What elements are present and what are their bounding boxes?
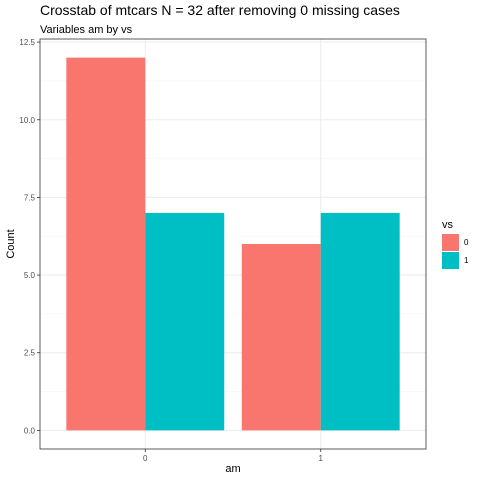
legend-key-0 [442, 234, 459, 251]
y-axis-title: Count [5, 229, 17, 258]
x-tick-label: 0 [143, 454, 148, 463]
y-tick-label: 10.0 [19, 116, 35, 125]
chart-title: Crosstab of mtcars N = 32 after removing… [40, 2, 400, 18]
legend-label-1: 1 [464, 256, 469, 265]
x-tick-label: 1 [319, 454, 324, 463]
bar-am-0-vs-1 [145, 212, 225, 431]
y-tick-label: 5.0 [24, 271, 36, 280]
y-tick-label: 2.5 [24, 349, 36, 358]
x-axis-title: am [225, 463, 240, 475]
legend-key-1 [442, 252, 459, 269]
legend-label-0: 0 [464, 238, 469, 247]
legend-title: vs [442, 219, 454, 231]
y-tick-label: 7.5 [24, 193, 36, 202]
panel-border [39, 38, 427, 450]
bar-am-1-vs-1 [320, 212, 400, 431]
legend: vs 0 1 [442, 219, 469, 269]
chart-subtitle: Variables am by vs [40, 24, 133, 36]
y-axis: 0.0 2.5 5.0 7.5 10.0 12.5 [19, 38, 40, 435]
bars-group [66, 57, 400, 431]
bar-am-1-vs-0 [241, 244, 321, 431]
y-tick-label: 0.0 [24, 426, 36, 435]
bar-am-0-vs-0 [66, 57, 146, 431]
y-tick-label: 12.5 [19, 38, 35, 47]
